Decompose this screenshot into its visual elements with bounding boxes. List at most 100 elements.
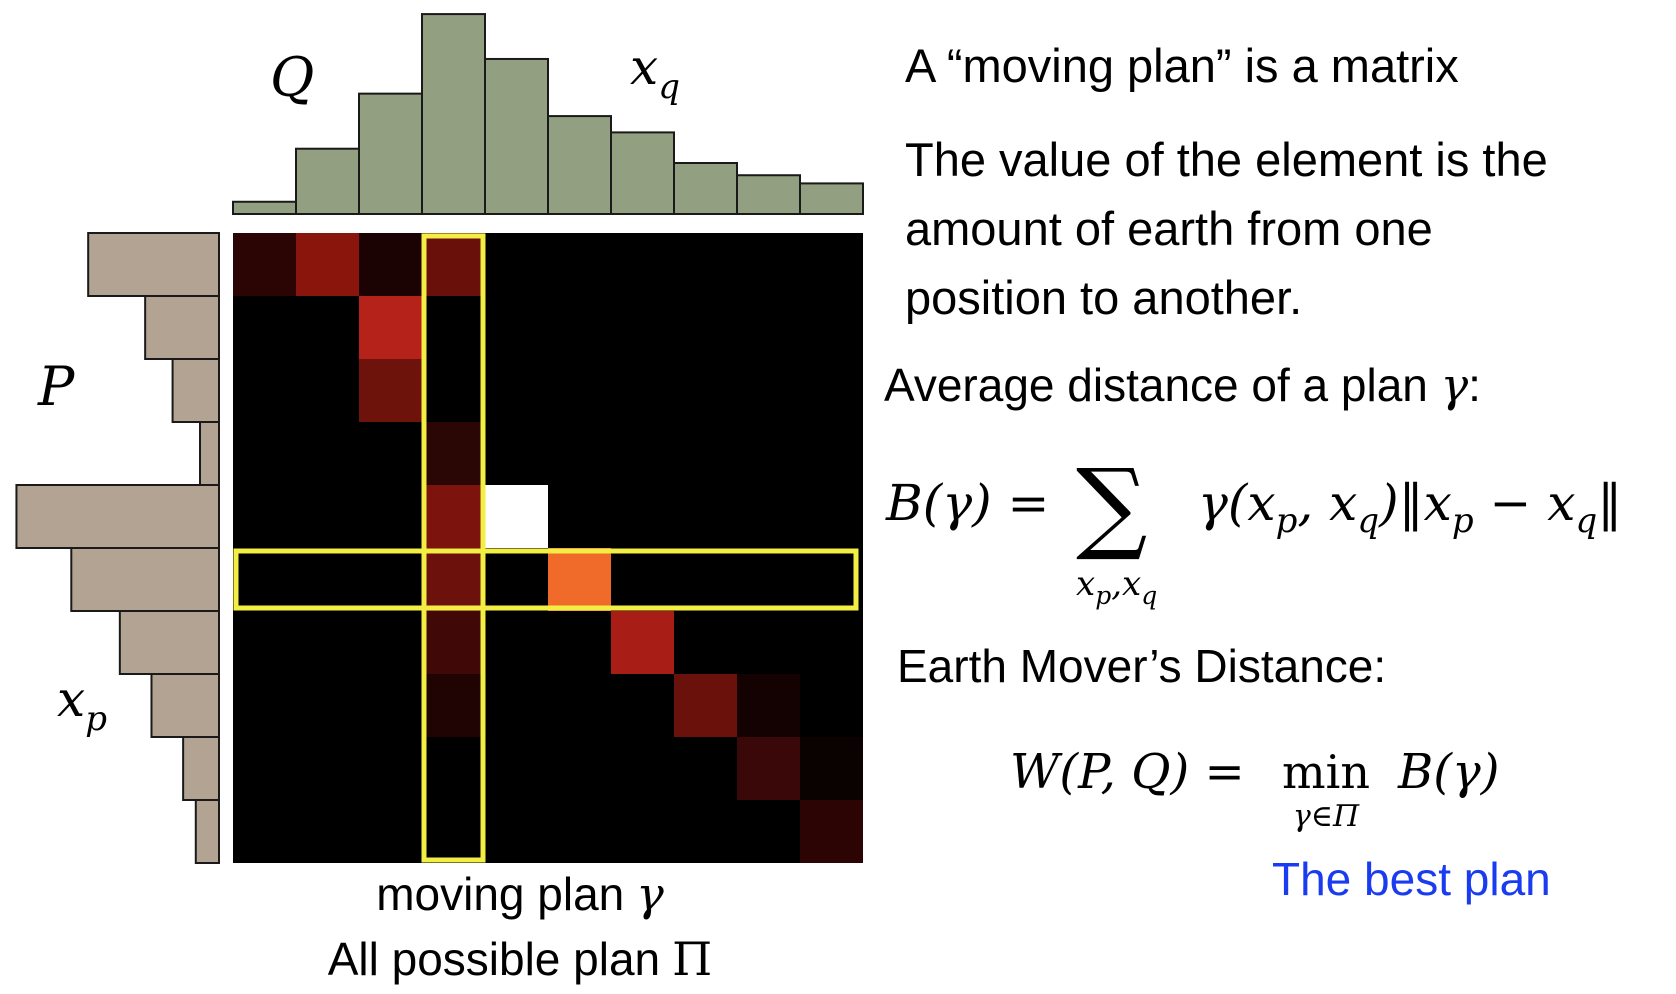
- matrix-cell-3-8: [737, 422, 800, 485]
- p-bar-2: [171, 358, 220, 423]
- formula-w-rhs: B(γ): [1397, 744, 1499, 800]
- matrix-cell-3-2: [359, 422, 422, 485]
- average-distance-colon: :: [1468, 359, 1481, 411]
- matrix-cell-0-1: [296, 233, 359, 296]
- matrix-cell-5-9: [800, 548, 863, 611]
- matrix-cell-4-8: [737, 485, 800, 548]
- matrix-cell-0-0: [233, 233, 296, 296]
- q-bar-5: [547, 115, 612, 215]
- matrix-cell-3-1: [296, 422, 359, 485]
- formula-b-term: γ(xp, xq)‖xp − xq‖: [1198, 474, 1622, 541]
- sum-sub-x2: x: [1122, 564, 1141, 604]
- matrix-cell-8-3: [422, 737, 485, 800]
- matrix-cell-1-9: [800, 296, 863, 359]
- matrix-cell-1-1: [296, 296, 359, 359]
- xp-subscript: p: [85, 699, 107, 739]
- q-bar-3: [421, 13, 486, 215]
- matrix-cell-7-2: [359, 674, 422, 737]
- matrix-cell-7-0: [233, 674, 296, 737]
- matrix-cell-2-1: [296, 359, 359, 422]
- matrix-cell-2-4: [485, 359, 548, 422]
- p-histogram: [15, 232, 221, 864]
- xq-subscript: q: [658, 67, 680, 107]
- matrix-cell-4-7: [674, 485, 737, 548]
- p-bar-3: [199, 421, 220, 486]
- matrix-cell-1-0: [233, 296, 296, 359]
- matrix-cell-8-0: [233, 737, 296, 800]
- matrix-cell-3-0: [233, 422, 296, 485]
- q-bar-8: [736, 174, 801, 216]
- body-line-1: The value of the element is the: [905, 133, 1548, 186]
- matrix-cell-1-4: [485, 296, 548, 359]
- matrix-cell-2-2: [359, 359, 422, 422]
- matrix-cell-4-5: [548, 485, 611, 548]
- caption-gamma: γ: [636, 867, 664, 921]
- matrix-cell-4-1: [296, 485, 359, 548]
- matrix-cell-5-8: [737, 548, 800, 611]
- q-bar-0: [232, 200, 297, 215]
- matrix-cell-2-9: [800, 359, 863, 422]
- p-bar-9: [194, 799, 220, 864]
- matrix-cell-2-8: [737, 359, 800, 422]
- matrix-cell-6-0: [233, 611, 296, 674]
- matrix-cell-4-3: [422, 485, 485, 548]
- sum-sub-p: p: [1095, 581, 1111, 610]
- term-close: ): [1378, 474, 1399, 532]
- matrix-cell-0-3: [422, 233, 485, 296]
- term-sub-p: p: [1276, 501, 1298, 541]
- matrix-cell-7-5: [548, 674, 611, 737]
- matrix-cell-8-6: [611, 737, 674, 800]
- matrix-cell-6-1: [296, 611, 359, 674]
- matrix-cell-0-4: [485, 233, 548, 296]
- average-distance-label: Average distance of a plan γ:: [884, 358, 1481, 412]
- matrix-cell-7-9: [800, 674, 863, 737]
- p-bar-5: [70, 547, 220, 612]
- matrix-cell-5-4: [485, 548, 548, 611]
- matrix-cell-7-6: [611, 674, 674, 737]
- formula-w-min-subscript: γ∈Π: [1293, 799, 1360, 834]
- xp-label: xp: [57, 670, 107, 739]
- matrix-cell-3-4: [485, 422, 548, 485]
- norm-close: ‖: [1597, 474, 1622, 532]
- average-distance-gamma: γ: [1440, 358, 1469, 412]
- p-bar-7: [150, 673, 220, 738]
- matrix-cell-9-9: [800, 800, 863, 863]
- q-bar-2: [358, 92, 423, 215]
- moving-plan-title: A “moving plan” is a matrix: [905, 39, 1459, 92]
- matrix-cell-3-9: [800, 422, 863, 485]
- matrix-cell-2-3: [422, 359, 485, 422]
- caption-moving-plan: moving plan γ: [376, 867, 664, 921]
- formula-w: W(P, Q) = min γ∈Π B(γ): [1010, 744, 1499, 834]
- matrix-cell-6-8: [737, 611, 800, 674]
- matrix-cell-5-6: [611, 548, 674, 611]
- moving-plan-diagram: Q xq P xp moving plan γ All possible plan…: [15, 13, 864, 986]
- matrix-cell-7-4: [485, 674, 548, 737]
- matrix-cell-8-1: [296, 737, 359, 800]
- formula-b-lhs: B(γ) =: [885, 474, 1049, 532]
- matrix-cell-3-6: [611, 422, 674, 485]
- matrix-cell-8-8: [737, 737, 800, 800]
- matrix-cell-5-1: [296, 548, 359, 611]
- highlight-row: [233, 548, 859, 611]
- matrix-cell-3-3: [422, 422, 485, 485]
- q-bar-7: [673, 162, 738, 215]
- matrix-cell-8-7: [674, 737, 737, 800]
- matrix-cell-4-6: [611, 485, 674, 548]
- caption-all-plans: All possible plan Π: [328, 932, 713, 986]
- matrix-cell-6-4: [485, 611, 548, 674]
- matrix-cell-8-9: [800, 737, 863, 800]
- p-bar-8: [182, 736, 221, 801]
- matrix-cell-9-3: [422, 800, 485, 863]
- p-bar-4: [15, 484, 220, 549]
- matrix-cell-6-9: [800, 611, 863, 674]
- q-bar-6: [610, 131, 675, 215]
- matrix-cell-2-0: [233, 359, 296, 422]
- matrix-cell-7-7: [674, 674, 737, 737]
- matrix-cell-2-7: [674, 359, 737, 422]
- highlight-column: [421, 233, 486, 863]
- matrix-cell-6-7: [674, 611, 737, 674]
- emd-label: Earth Mover’s Distance:: [897, 640, 1387, 692]
- matrix-cell-9-6: [611, 800, 674, 863]
- matrix-cell-0-2: [359, 233, 422, 296]
